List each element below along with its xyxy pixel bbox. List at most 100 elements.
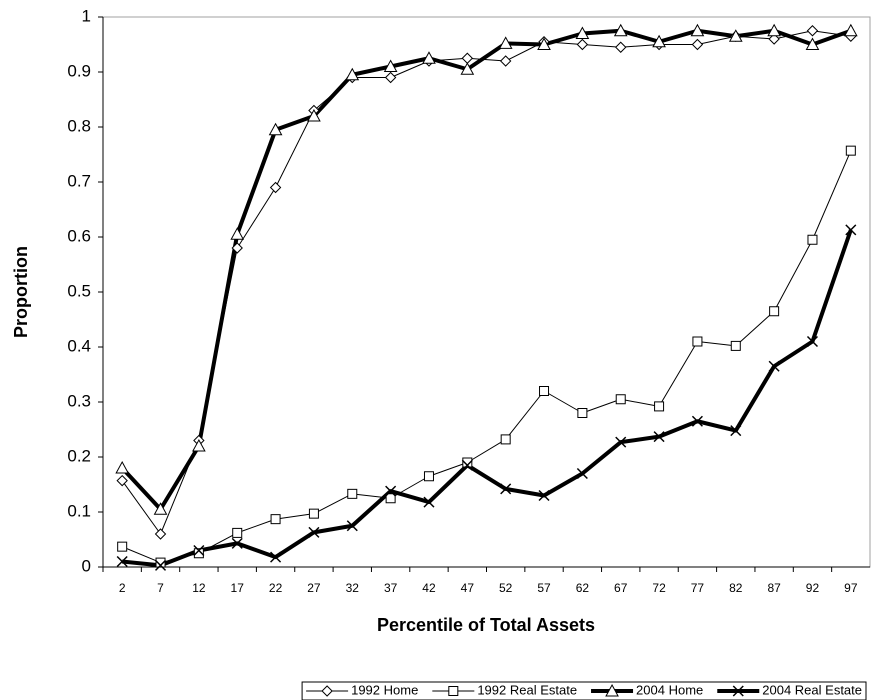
marker [806,25,819,37]
marker [690,23,705,37]
marker [308,508,319,519]
x-tick-label: 92 [806,581,820,595]
marker [615,436,627,448]
marker [384,71,397,84]
marker [539,386,550,396]
marker [615,394,626,405]
y-tick-label: 0.5 [67,281,91,300]
marker [653,431,665,443]
marker [231,537,243,549]
marker [462,457,473,468]
series-line [120,28,852,512]
marker [308,526,320,538]
marker [730,425,742,437]
marker [461,52,474,64]
marker [654,401,665,412]
y-tick-label: 0.9 [67,61,91,80]
x-tick-label: 62 [576,581,590,595]
marker [307,108,321,122]
x-tick-label: 52 [499,581,513,595]
marker [613,23,628,37]
marker [153,502,168,515]
marker [423,471,434,482]
legend-item: 2004 Real Estate [717,682,862,697]
marker [155,557,166,568]
legend-label: 1992 Real Estate [477,682,577,697]
x-tick-label: 87 [767,581,781,595]
legend-item: 1992 Real Estate [432,682,577,697]
marker [576,38,589,51]
marker [270,551,282,563]
marker [423,496,435,508]
marker [845,224,857,236]
marker [691,415,703,427]
y-axis-title: Proportion [11,246,31,338]
marker [768,33,780,45]
marker [347,488,358,499]
x-tick-label: 77 [691,581,705,595]
marker [116,474,128,487]
marker [605,683,619,697]
marker [807,234,818,245]
y-tick-label: 0.8 [67,116,91,135]
marker [730,340,741,351]
x-tick-label: 57 [537,581,551,595]
marker [448,686,459,696]
marker [732,685,744,697]
marker [728,29,743,42]
marker [268,122,283,136]
marker [500,434,511,445]
marker [383,59,398,72]
y-tick-label: 0.6 [67,226,91,245]
marker [154,528,167,540]
x-tick-label: 37 [384,581,398,595]
series-line [121,229,853,568]
legend-item: 2004 Home [591,682,703,697]
marker [499,55,512,67]
y-tick-label: 0.3 [67,391,91,410]
y-tick-label: 1 [82,6,91,25]
marker [193,548,204,559]
marker [269,181,282,194]
plot-frame [102,16,871,568]
y-tick-label: 0.1 [67,501,91,520]
marker [577,408,588,418]
legend-label: 2004 Home [636,682,703,697]
series-line [121,30,851,535]
marker [345,67,360,81]
y-tick-label: 0.4 [67,336,91,355]
marker [767,23,781,37]
marker [230,227,245,240]
y-tick-label: 0.2 [67,446,91,465]
marker [691,38,704,51]
marker [422,51,436,64]
legend-label: 2004 Real Estate [762,682,862,697]
marker [692,336,703,347]
x-tick-label: 7 [157,581,164,595]
marker [232,527,243,538]
marker [193,544,205,557]
x-tick-label: 42 [422,581,436,595]
x-tick-label: 12 [192,581,206,595]
marker [115,460,130,474]
legend: 1992 Home 1992 Real Estate 2004 Home 2004 R… [301,681,867,700]
x-tick-label: 32 [346,581,360,595]
y-tick-label: 0 [82,556,91,575]
x-tick-label: 22 [269,581,283,595]
series-line [121,150,852,564]
x-tick-label: 17 [231,581,245,595]
marker [500,483,512,495]
marker [192,438,206,452]
marker [575,26,590,39]
x-axis-title: Percentile of Total Assets [377,615,595,635]
marker [806,335,819,348]
marker [576,467,588,480]
marker [615,41,627,53]
marker [537,37,551,50]
x-tick-label: 97 [844,581,858,595]
marker [116,555,128,568]
legend-item: 1992 Home [306,682,418,697]
y-tick-label: 0.7 [67,171,91,190]
marker [270,514,281,525]
